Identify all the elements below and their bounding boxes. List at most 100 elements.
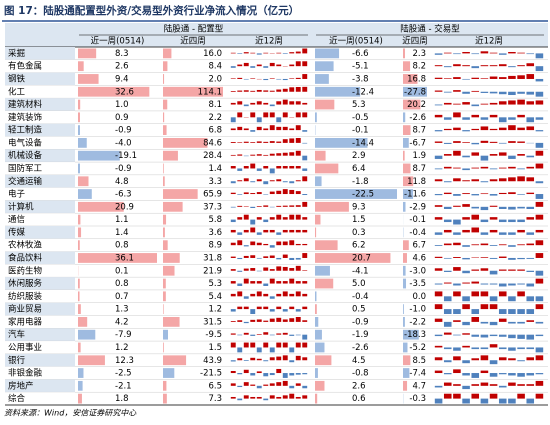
spark-bar bbox=[250, 309, 255, 314]
spark-bar bbox=[462, 399, 470, 404]
spark-bar bbox=[471, 394, 479, 399]
spark-bar bbox=[435, 65, 443, 66]
spark-bar bbox=[296, 383, 301, 385]
spark-bar bbox=[508, 156, 516, 159]
cell-value: 8.5 bbox=[412, 356, 426, 366]
spark-bar bbox=[237, 232, 242, 234]
row-name: 农林牧渔 bbox=[8, 240, 43, 251]
spark-bar bbox=[444, 347, 452, 349]
spark-bar bbox=[276, 318, 281, 322]
cell-value: 1.9 bbox=[412, 151, 426, 161]
data-bar bbox=[163, 112, 164, 122]
spark-bar bbox=[250, 164, 255, 169]
spark-bar bbox=[270, 319, 275, 322]
spark-bar bbox=[296, 244, 301, 245]
spark-bar bbox=[296, 397, 301, 399]
data-bar bbox=[78, 138, 87, 148]
spark-bar bbox=[526, 217, 534, 219]
spark-bar bbox=[490, 154, 498, 156]
spark-bar bbox=[289, 181, 294, 183]
spark-bar bbox=[244, 79, 249, 80]
spark-bar bbox=[453, 347, 461, 350]
data-bar bbox=[78, 355, 105, 365]
cell-value: -0.5 bbox=[352, 113, 369, 123]
spark-bar bbox=[481, 383, 489, 386]
cell-value: -3.0 bbox=[409, 266, 426, 276]
cell-value: 0.5 bbox=[352, 305, 366, 315]
data-bar bbox=[163, 240, 168, 250]
spark-bar bbox=[499, 309, 507, 314]
spark-bar bbox=[481, 355, 489, 360]
spark-bar bbox=[263, 385, 268, 386]
data-bar bbox=[315, 317, 318, 327]
spark-bar bbox=[462, 79, 470, 80]
row-name: 非银金融 bbox=[8, 368, 43, 379]
cell-value: 2.6 bbox=[352, 381, 366, 391]
spark-bar bbox=[435, 232, 443, 234]
data-bar bbox=[163, 394, 167, 404]
spark-bar bbox=[250, 130, 255, 132]
spark-bar bbox=[453, 257, 461, 258]
spark-bar bbox=[296, 230, 301, 232]
spark-bar bbox=[289, 128, 294, 130]
spark-bar bbox=[283, 153, 288, 156]
spark-bar bbox=[250, 112, 255, 117]
spark-bar bbox=[276, 232, 281, 234]
spark-bar bbox=[536, 240, 544, 245]
spark-bar bbox=[270, 383, 275, 385]
data-bar bbox=[78, 330, 95, 340]
row-name: 银行 bbox=[8, 355, 26, 366]
spark-bar bbox=[283, 319, 288, 321]
spark-bar bbox=[237, 78, 242, 79]
spark-bar bbox=[283, 230, 288, 232]
cell-value: -1.9 bbox=[352, 330, 369, 340]
data-bar bbox=[315, 74, 329, 84]
cell-value: 9.4 bbox=[115, 74, 129, 84]
spark-bar bbox=[302, 156, 307, 161]
spark-bar bbox=[536, 253, 544, 258]
spark-bar bbox=[244, 192, 249, 194]
spark-bar bbox=[283, 333, 288, 335]
spark-bar bbox=[444, 117, 452, 119]
spark-bar bbox=[250, 255, 255, 258]
spark-bar bbox=[490, 115, 498, 117]
spark-bar bbox=[499, 193, 507, 194]
spark-bar bbox=[499, 373, 507, 374]
spark-bar bbox=[244, 395, 249, 398]
data-bar bbox=[78, 368, 83, 378]
spark-bar bbox=[462, 373, 470, 375]
spark-bar bbox=[237, 335, 242, 336]
spark-bar bbox=[453, 291, 461, 296]
spark-bar bbox=[536, 66, 544, 71]
spark-bar bbox=[508, 309, 516, 314]
spark-bar bbox=[526, 156, 534, 158]
spark-bar bbox=[462, 271, 470, 273]
spark-bar bbox=[302, 112, 307, 117]
data-bar bbox=[403, 266, 406, 276]
spark-bar bbox=[453, 394, 461, 399]
spark-bar bbox=[296, 112, 301, 117]
spark-bar bbox=[481, 347, 489, 349]
data-bar bbox=[315, 215, 320, 225]
spark-bar bbox=[276, 294, 281, 296]
data-bar bbox=[78, 100, 80, 110]
spark-bar bbox=[283, 139, 288, 143]
spark-bar bbox=[435, 156, 443, 159]
spark-bar bbox=[250, 228, 255, 233]
source-note: 资料来源：Wind，安信证券研究中心 bbox=[4, 409, 137, 418]
cell-value: -5.1 bbox=[352, 62, 369, 72]
spark-bar bbox=[263, 181, 268, 184]
spark-bar bbox=[276, 65, 281, 67]
spark-bar bbox=[526, 101, 534, 104]
spark-bar bbox=[296, 205, 301, 207]
row-name: 钢铁 bbox=[8, 73, 26, 84]
spark-bar bbox=[257, 117, 262, 122]
spark-bar bbox=[462, 102, 470, 104]
spark-bar bbox=[481, 291, 489, 296]
data-bar bbox=[163, 100, 167, 110]
spark-bar bbox=[296, 78, 301, 79]
cell-value: -0.3 bbox=[409, 394, 426, 404]
spark-bar bbox=[508, 322, 516, 324]
cell-value: 8.9 bbox=[208, 241, 222, 251]
spark-bar bbox=[302, 74, 307, 79]
